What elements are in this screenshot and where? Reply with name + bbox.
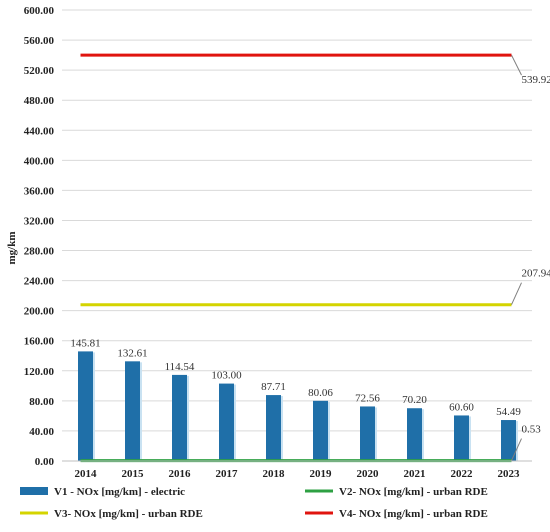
x-tick-label: 2021	[404, 468, 426, 480]
bar-data-label: 70.20	[402, 394, 427, 406]
y-tick-label: 560.00	[24, 35, 55, 47]
y-tick-label: 120.00	[24, 366, 55, 378]
bar-data-label: 54.49	[496, 406, 521, 418]
y-tick-label: 320.00	[24, 215, 55, 227]
series-line-label: 539.92	[522, 74, 550, 86]
bar-data-label: 60.60	[449, 401, 474, 413]
y-tick-label: 240.00	[24, 276, 55, 288]
lines-layer	[81, 55, 512, 460]
y-tick-label: 480.00	[24, 95, 55, 107]
bar-data-label: 80.06	[308, 387, 333, 399]
x-tick-label: 2014	[75, 468, 98, 480]
bar	[313, 401, 328, 461]
legend-label: V2- NOx [mg/km] - urban RDE	[339, 486, 488, 498]
y-tick-label: 40.00	[29, 426, 54, 438]
y-tick-label: 360.00	[24, 185, 55, 197]
bar-data-label: 87.71	[261, 381, 286, 393]
legend-label: V1 - NOx [mg/km] - electric	[54, 486, 185, 498]
y-tick-label: 160.00	[24, 336, 55, 348]
labels-layer: 145.81 132.61 114.54 103.00 87.71 80.06 72.56 7…	[70, 55, 550, 460]
x-tick-label: 2016	[169, 468, 192, 480]
y-tick-label: 520.00	[24, 65, 55, 77]
y-tick-label: 0.00	[35, 456, 55, 468]
x-tick-label: 2018	[263, 468, 286, 480]
bar	[266, 395, 281, 461]
series-line-label: 0.53	[522, 424, 542, 436]
y-tick-label: 200.00	[24, 306, 55, 318]
y-axis-label: mg/km	[6, 232, 18, 265]
bar	[454, 415, 469, 461]
x-tick-label: 2017	[216, 468, 239, 480]
legend-layer: V1 - NOx [mg/km] - electric V2- NOx [mg/k…	[20, 486, 488, 520]
legend-label: V4- NOx [mg/km] - urban RDE	[339, 508, 488, 520]
bar	[219, 384, 234, 461]
bar	[407, 408, 422, 461]
x-tick-label: 2015	[122, 468, 145, 480]
bar-data-label: 103.00	[211, 370, 242, 382]
bar-data-label: 114.54	[165, 361, 195, 373]
y-tick-label: 280.00	[24, 246, 55, 258]
callout-leader	[512, 55, 522, 75]
series-line-label: 207.94	[522, 268, 550, 280]
y-tick-label: 80.00	[29, 396, 54, 408]
bar	[125, 361, 140, 461]
legend-swatch	[20, 487, 48, 495]
bar	[172, 375, 187, 461]
y-tick-label: 400.00	[24, 155, 55, 167]
y-tick-label: 600.00	[24, 5, 55, 17]
bar-data-label: 145.81	[70, 337, 100, 349]
callout-leader	[512, 283, 522, 305]
x-tick-label: 2023	[498, 468, 521, 480]
x-tick-label: 2019	[310, 468, 333, 480]
x-tick-label: 2020	[357, 468, 380, 480]
bar	[360, 406, 375, 461]
bar-data-label: 72.56	[355, 392, 380, 404]
bar	[78, 351, 93, 461]
bar-data-label: 132.61	[117, 347, 147, 359]
x-tick-label: 2022	[451, 468, 474, 480]
y-tick-label: 440.00	[24, 125, 55, 137]
legend-label: V3- NOx [mg/km] - urban RDE	[54, 508, 203, 520]
